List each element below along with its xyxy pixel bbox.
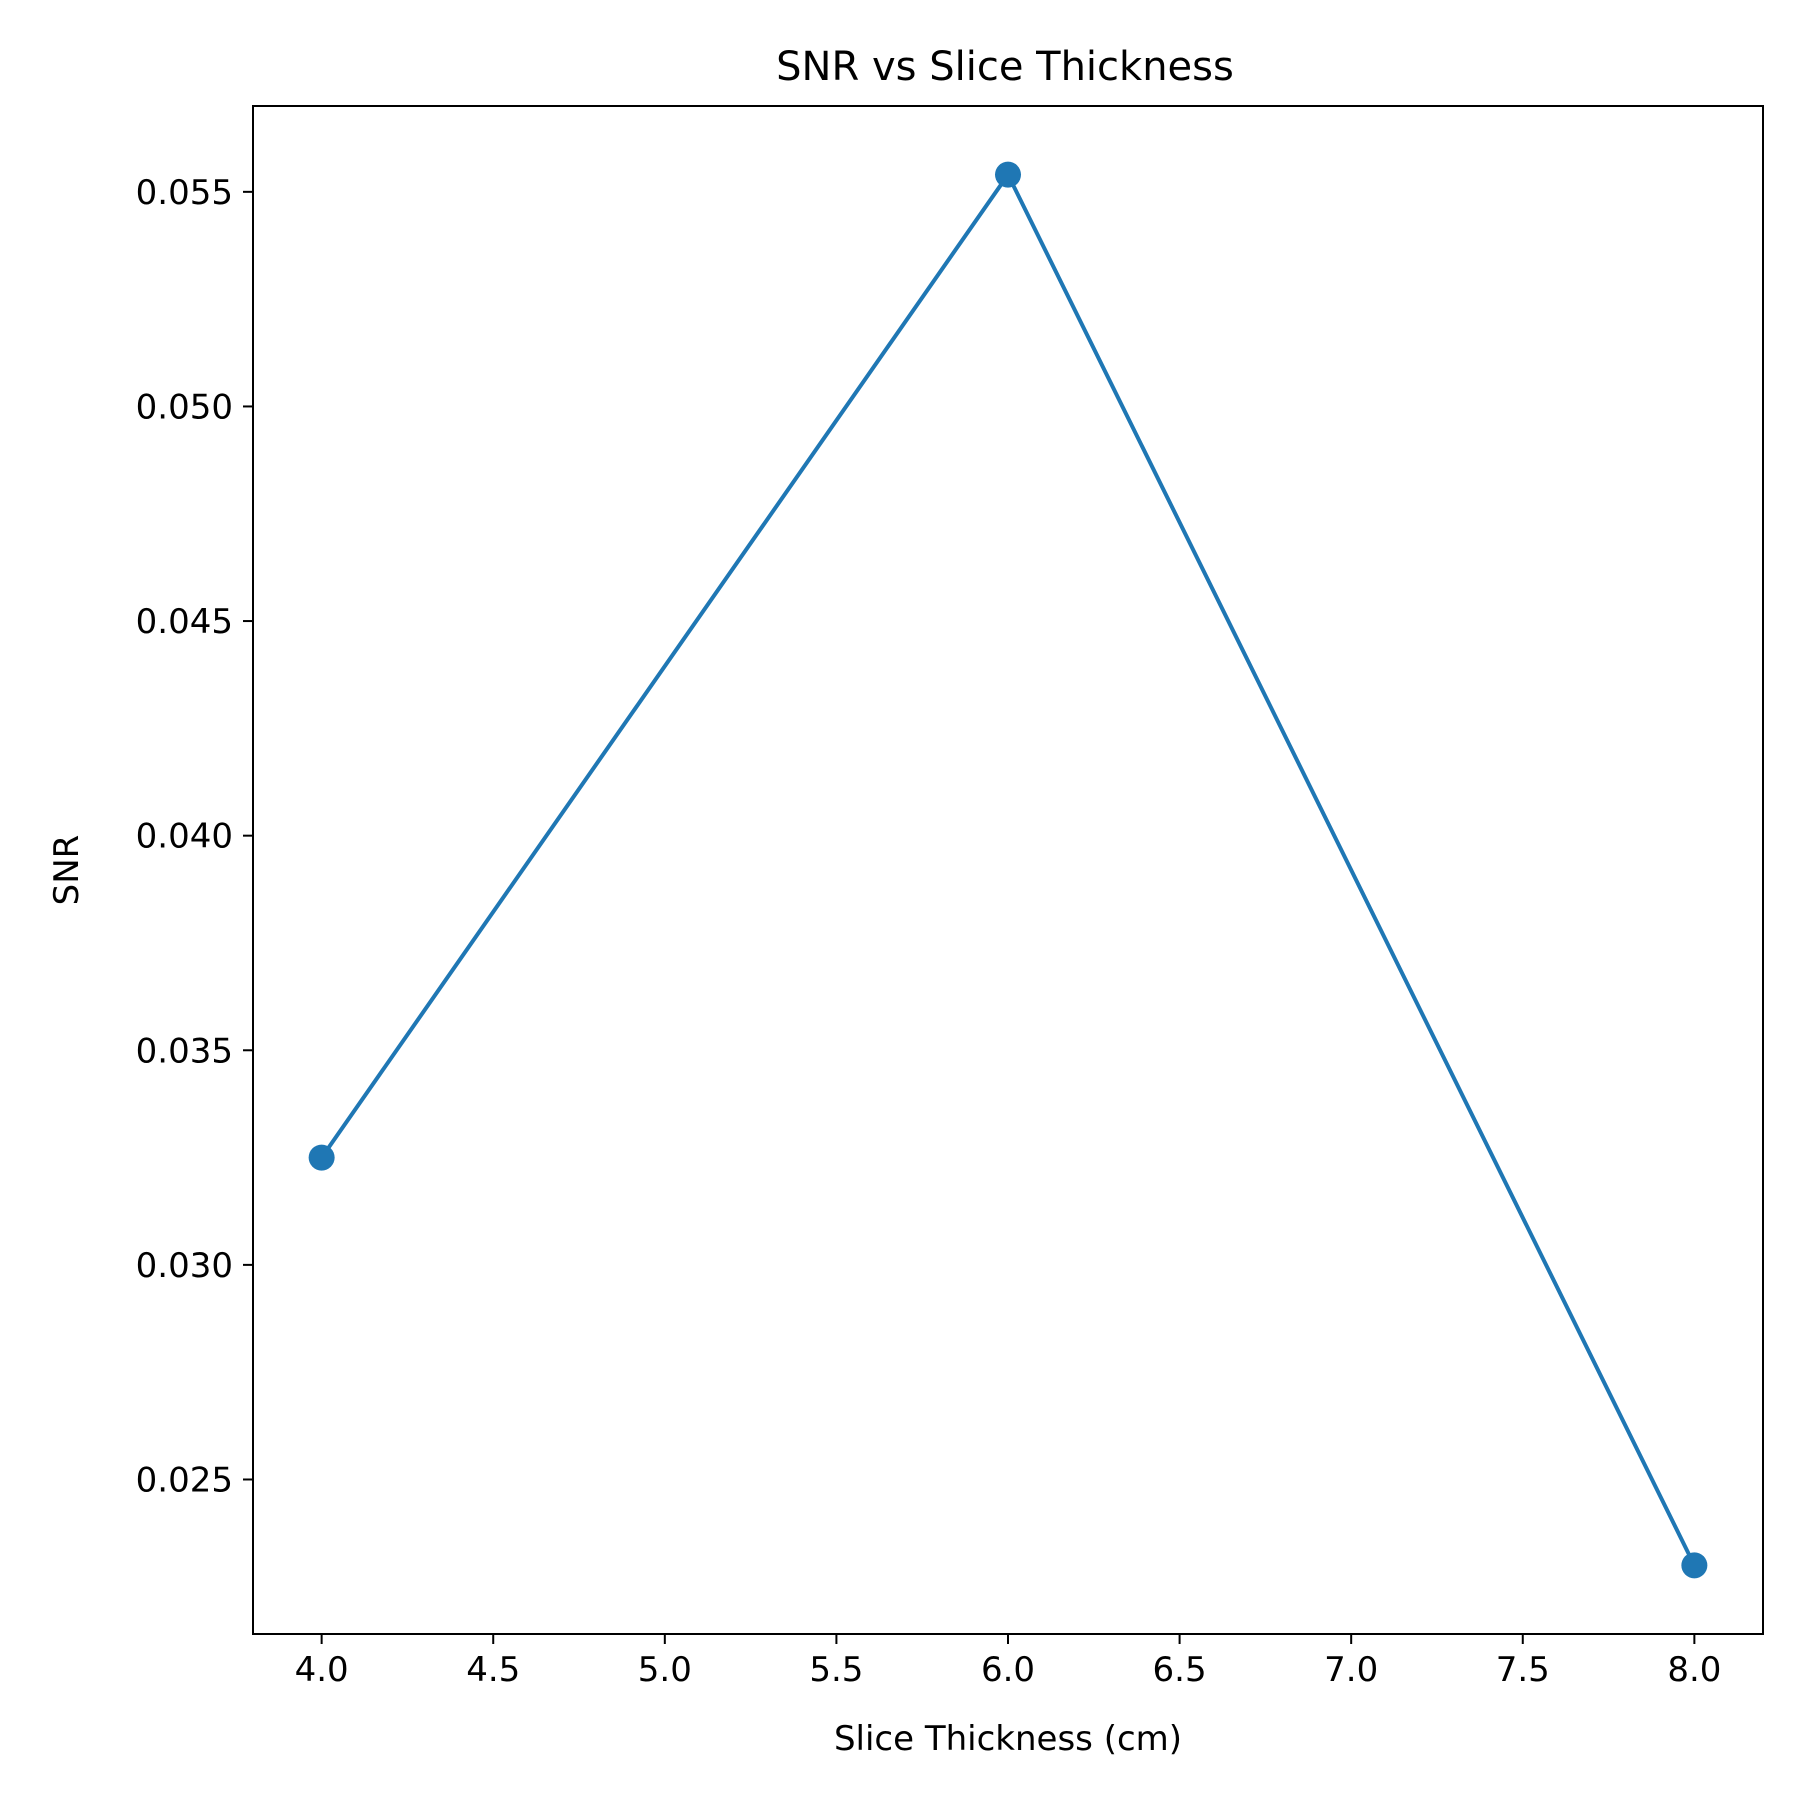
data-point-marker	[1681, 1552, 1708, 1579]
x-tick-label: 7.5	[1496, 1650, 1550, 1690]
series-group	[308, 161, 1708, 1579]
series-line	[319, 172, 1697, 1567]
y-tick-label: 0.035	[136, 1031, 233, 1071]
x-axis-ticks: 4.0 4.5 5.0 5.5 6.0 6.5 7.0 7.5 8.0	[295, 1634, 1721, 1690]
x-tick-label: 5.0	[638, 1650, 692, 1690]
x-tick-label: 5.5	[809, 1650, 863, 1690]
y-axis-label: SNR	[47, 835, 87, 906]
x-tick-label: 6.0	[981, 1650, 1035, 1690]
chart-title: SNR vs Slice Thickness	[776, 44, 1234, 90]
x-tick-label: 4.0	[295, 1650, 349, 1690]
x-tick-label: 7.0	[1324, 1650, 1378, 1690]
y-tick-label: 0.050	[136, 387, 233, 427]
data-point-marker	[995, 161, 1021, 188]
y-tick-label: 0.055	[136, 173, 233, 213]
plot-area-frame	[252, 105, 1764, 1635]
y-tick-label: 0.030	[136, 1246, 233, 1286]
x-tick-label: 8.0	[1667, 1650, 1721, 1690]
data-point-marker	[308, 1144, 335, 1171]
y-axis-ticks: 0.025 0.030 0.035 0.040 0.045 0.050 0.055	[136, 173, 253, 1500]
x-tick-label: 4.5	[466, 1650, 520, 1690]
y-tick-label: 0.025	[136, 1460, 233, 1500]
y-tick-label: 0.045	[136, 602, 233, 642]
y-tick-label: 0.040	[136, 817, 233, 857]
x-axis-label: Slice Thickness (cm)	[834, 1719, 1182, 1759]
x-tick-label: 6.5	[1153, 1650, 1207, 1690]
